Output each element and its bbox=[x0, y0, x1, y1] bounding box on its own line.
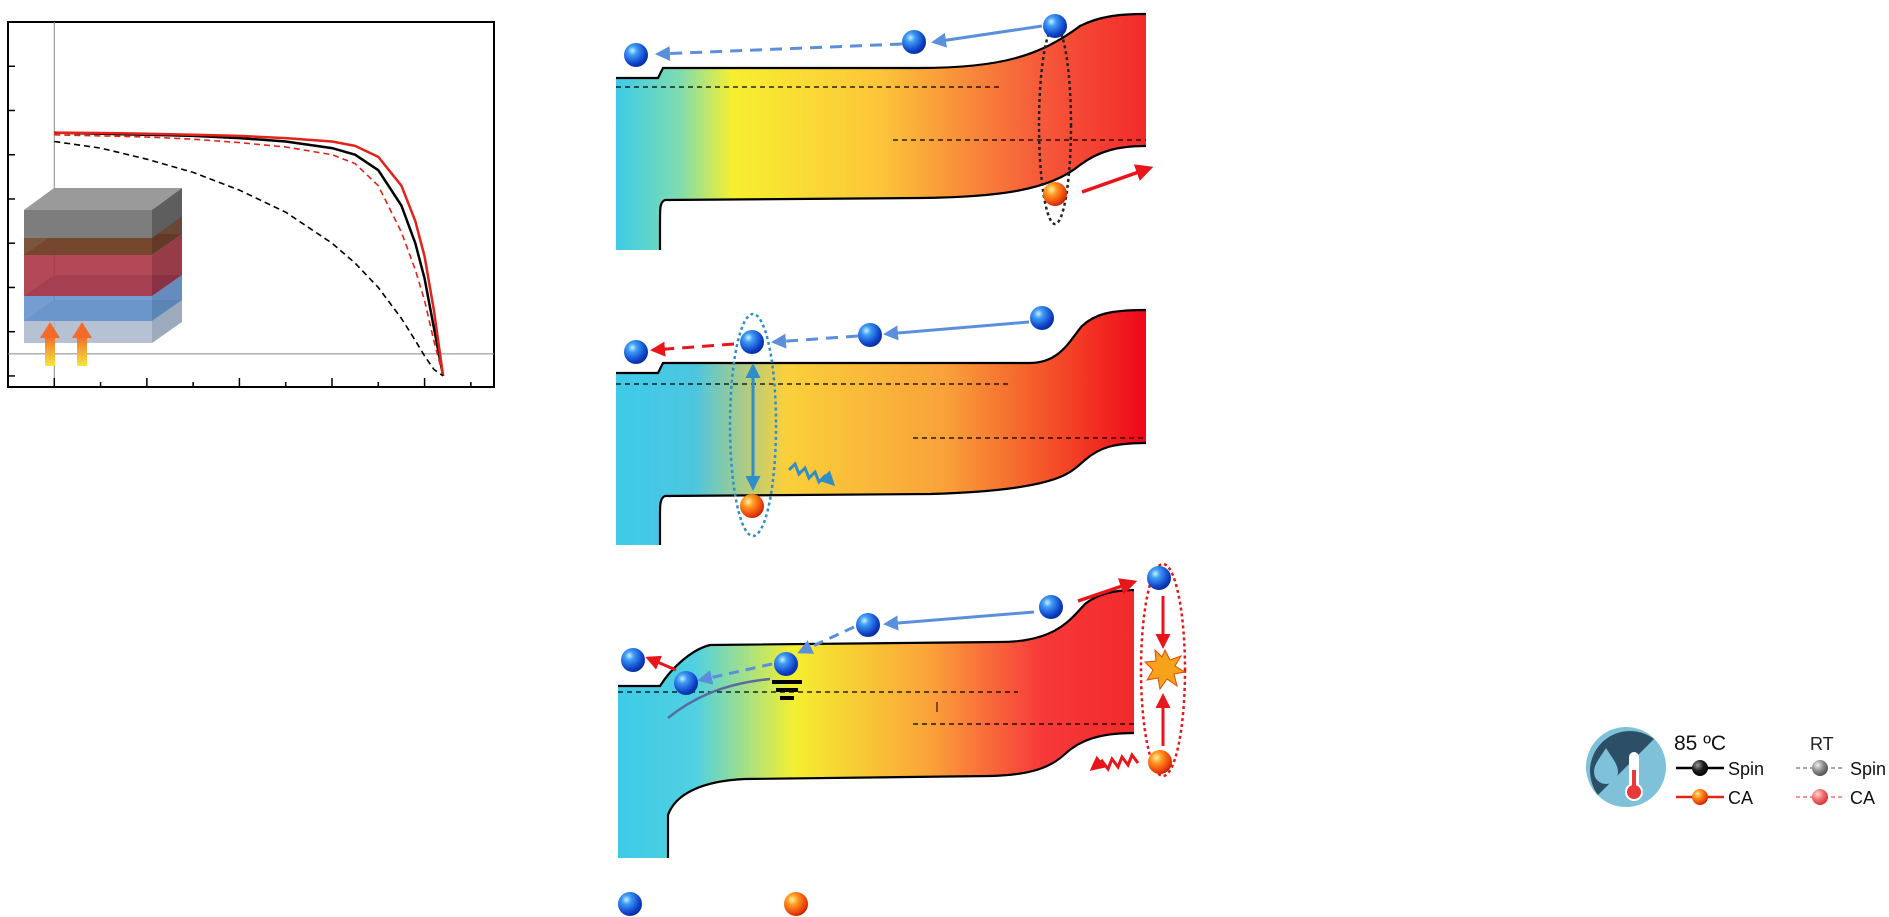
electron-path-arrow-3a bbox=[883, 610, 1035, 631]
legend-label-spin-rt: Spin bbox=[1850, 759, 1886, 779]
legend-label-ca-85: CA bbox=[1728, 788, 1753, 808]
valence-band-edge-2 bbox=[658, 441, 1147, 545]
trap-state-icon bbox=[772, 680, 802, 700]
plot-frame bbox=[7, 21, 495, 388]
condition-legend: 85 ºC RT Spin CA Spin CA bbox=[1586, 727, 1886, 808]
band-fill-3 bbox=[618, 590, 1134, 858]
recombination-burst-icon bbox=[1143, 648, 1187, 691]
key-hole-particle bbox=[784, 892, 808, 916]
electron-particle-3c bbox=[774, 652, 798, 676]
band-diagram-2 bbox=[616, 306, 1147, 545]
jv-curve-2 bbox=[54, 131, 445, 377]
heat-emission-wave-3 bbox=[1089, 751, 1140, 773]
electron-particle-3a bbox=[621, 648, 645, 672]
electron-particle-1c bbox=[1043, 14, 1067, 38]
electron-path-arrow-3b bbox=[797, 625, 855, 654]
valence-band-edge-3 bbox=[666, 731, 1135, 858]
band-fill-1 bbox=[616, 14, 1146, 250]
valence-band-edge-1 bbox=[658, 144, 1147, 250]
legend-swatch-spin-85 bbox=[1676, 760, 1724, 776]
electron-particle-1b bbox=[902, 30, 926, 54]
electron-particle-3e bbox=[1039, 595, 1063, 619]
legend-label-spin-85: Spin bbox=[1728, 759, 1764, 779]
electron-path-arrow-3c bbox=[697, 662, 773, 685]
electron-particle-2b bbox=[740, 330, 764, 354]
legend-label-ca-rt: CA bbox=[1850, 788, 1875, 808]
legend-group-85c: 85 ºC bbox=[1674, 732, 1726, 755]
electron-extract-arrow-3 bbox=[645, 655, 677, 672]
band-diagram-1 bbox=[616, 12, 1154, 250]
conduction-band-edge-2 bbox=[616, 308, 1147, 375]
interface-recombination-ellipse-3 bbox=[1139, 562, 1187, 778]
electron-particle-2c bbox=[858, 323, 882, 347]
electron-path-arrow-1b bbox=[655, 42, 903, 62]
photon-emission-wave-2 bbox=[787, 461, 836, 487]
chart-ticks bbox=[7, 65, 472, 387]
light-arrow-1 bbox=[40, 322, 60, 366]
humidity-temperature-icon bbox=[1586, 727, 1666, 807]
jv-curve-3 bbox=[54, 134, 444, 377]
hole-particle-1 bbox=[1043, 182, 1067, 206]
electron-particle-1a bbox=[624, 43, 648, 67]
conduction-band-edge-3 bbox=[618, 588, 1135, 688]
electron-particle-2d bbox=[1030, 306, 1054, 330]
hole-path-arrow-1 bbox=[1081, 164, 1154, 194]
electron-path-arrow-2c bbox=[650, 341, 735, 357]
legend-swatch-ca-85 bbox=[1676, 789, 1724, 805]
electron-backtransfer-arrow-3 bbox=[1077, 578, 1138, 603]
electron-path-arrow-2a bbox=[883, 320, 1030, 341]
hole-particle-2 bbox=[740, 494, 764, 518]
band-bending-curve-3 bbox=[667, 677, 771, 719]
electron-path-arrow-1a bbox=[931, 24, 1043, 48]
chart-series bbox=[54, 131, 445, 377]
electron-particle-3f bbox=[1147, 566, 1171, 590]
light-arrow-2 bbox=[72, 322, 92, 366]
conduction-band-edge-1 bbox=[616, 12, 1147, 80]
band-diagram-3 bbox=[618, 562, 1187, 858]
jv-chart bbox=[7, 21, 495, 388]
device-stack-inset bbox=[24, 188, 182, 366]
legend-swatch-ca-rt bbox=[1796, 789, 1844, 805]
electron-particle-3b bbox=[674, 671, 698, 695]
legend-group-rt: RT bbox=[1810, 734, 1834, 754]
recombination-ellipse-2 bbox=[728, 312, 778, 538]
particle-key bbox=[618, 892, 808, 916]
key-electron-particle bbox=[618, 892, 642, 916]
stack-layer-electrode bbox=[24, 188, 182, 238]
hole-particle-3 bbox=[1148, 750, 1172, 774]
electron-particle-2a bbox=[624, 340, 648, 364]
legend-swatch-spin-rt bbox=[1796, 760, 1844, 776]
electron-path-arrow-2b bbox=[771, 333, 859, 349]
electron-particle-3d bbox=[856, 613, 880, 637]
jv-curve-4 bbox=[54, 140, 444, 377]
